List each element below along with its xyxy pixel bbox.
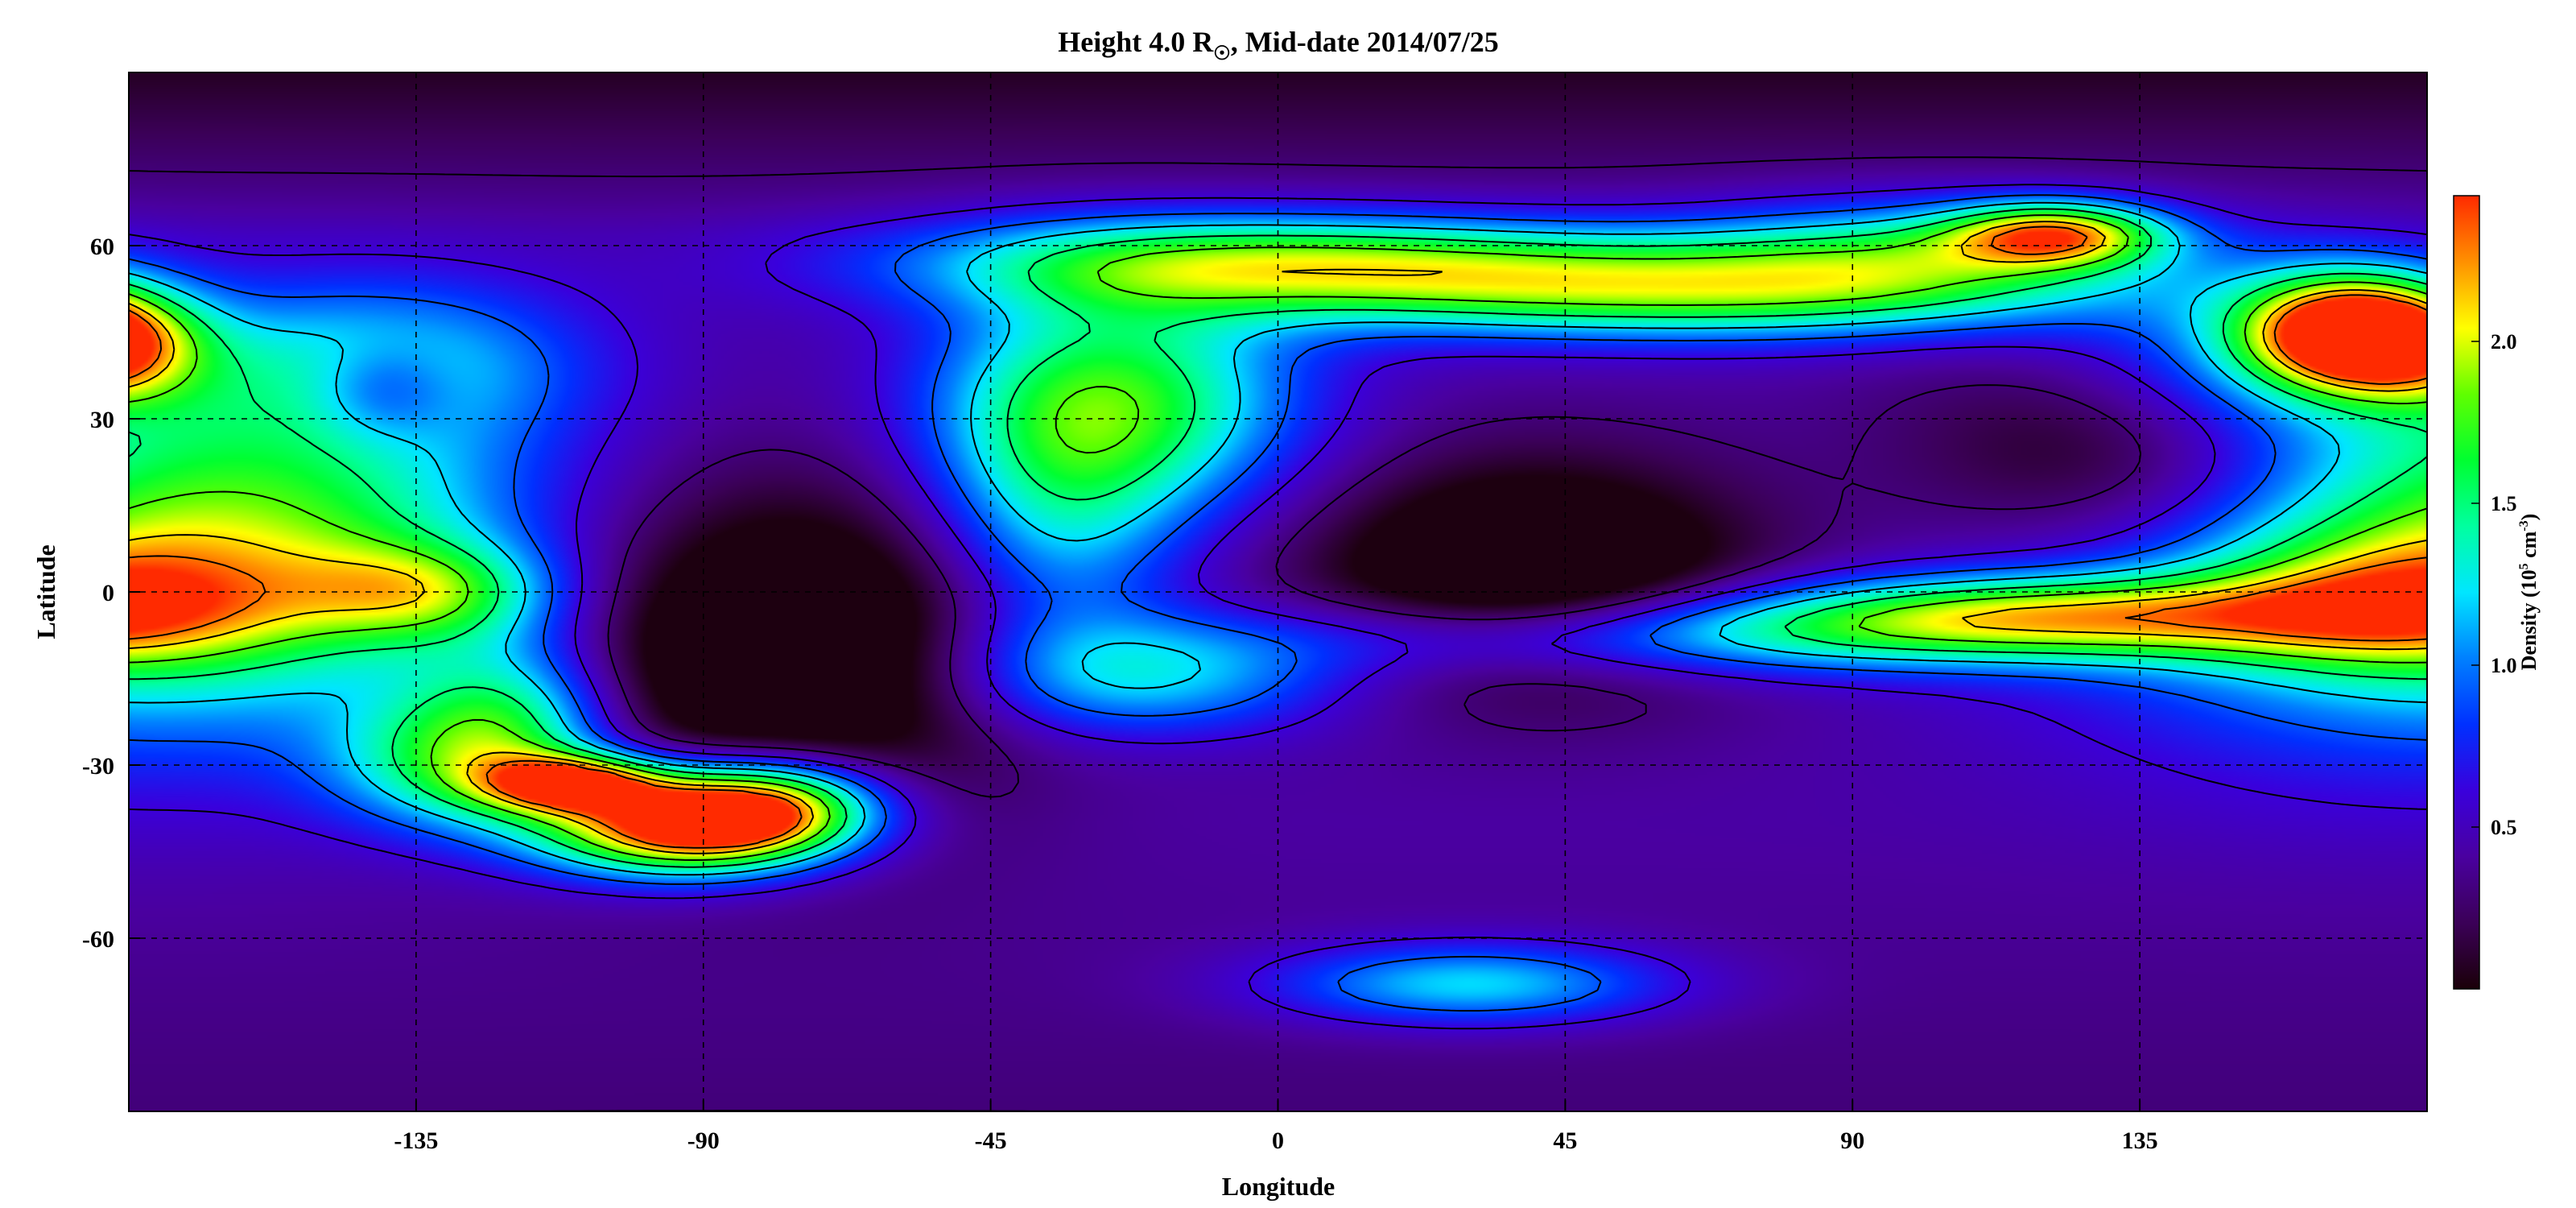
plot-area xyxy=(128,72,2428,1112)
y-tick-label: 0 xyxy=(102,580,114,606)
x-tick-label: 0 xyxy=(1272,1127,1284,1154)
y-tick-label: 30 xyxy=(90,407,114,433)
contour-level xyxy=(129,214,2427,861)
y-tick-label: 60 xyxy=(90,234,114,260)
contour-level xyxy=(129,221,2427,854)
colorbar-label: Density (105 cm-3) xyxy=(2517,514,2541,671)
x-axis-label: Longitude xyxy=(1222,1172,1335,1201)
y-axis-label: Latitude xyxy=(31,544,60,639)
colorbar-tick-label: 2.0 xyxy=(2491,330,2517,354)
chart-title: Height 4.0 R☉, Mid-date 2014/07/25 xyxy=(1058,26,1499,64)
x-tick-label: -90 xyxy=(687,1127,720,1154)
x-tick-label: 90 xyxy=(1840,1127,1864,1154)
contour-level xyxy=(129,156,2427,1111)
contour-level xyxy=(129,184,2427,1030)
y-tick-label: -30 xyxy=(82,753,114,780)
contour-level xyxy=(129,194,2427,1012)
x-tick-label: -135 xyxy=(394,1127,438,1154)
colorbar-bar xyxy=(2453,195,2480,990)
colorbar-tick-label: 0.5 xyxy=(2491,816,2517,839)
x-tick-label: -45 xyxy=(975,1127,1007,1154)
x-tick-label: 45 xyxy=(1553,1127,1577,1154)
contour-level xyxy=(129,201,2427,876)
colorbar-tick-label: 1.5 xyxy=(2491,492,2517,515)
y-axis-ticks: -60 -30 0 30 60 xyxy=(82,234,140,953)
gridlines xyxy=(129,72,2427,1111)
contour-level xyxy=(129,225,2427,849)
x-axis-ticks: -135 -90 -45 0 45 90 135 xyxy=(394,1100,2158,1154)
colorbar: 0.5 1.0 1.5 2.0 Density (105 cm-3) xyxy=(2453,195,2541,990)
contour-lines xyxy=(129,156,2427,1111)
x-tick-label: 135 xyxy=(2122,1127,2158,1154)
colorbar-ticks: 0.5 1.0 1.5 2.0 xyxy=(2471,330,2517,839)
colorbar-tick-label: 1.0 xyxy=(2491,654,2517,677)
y-tick-label: -60 xyxy=(82,926,114,953)
